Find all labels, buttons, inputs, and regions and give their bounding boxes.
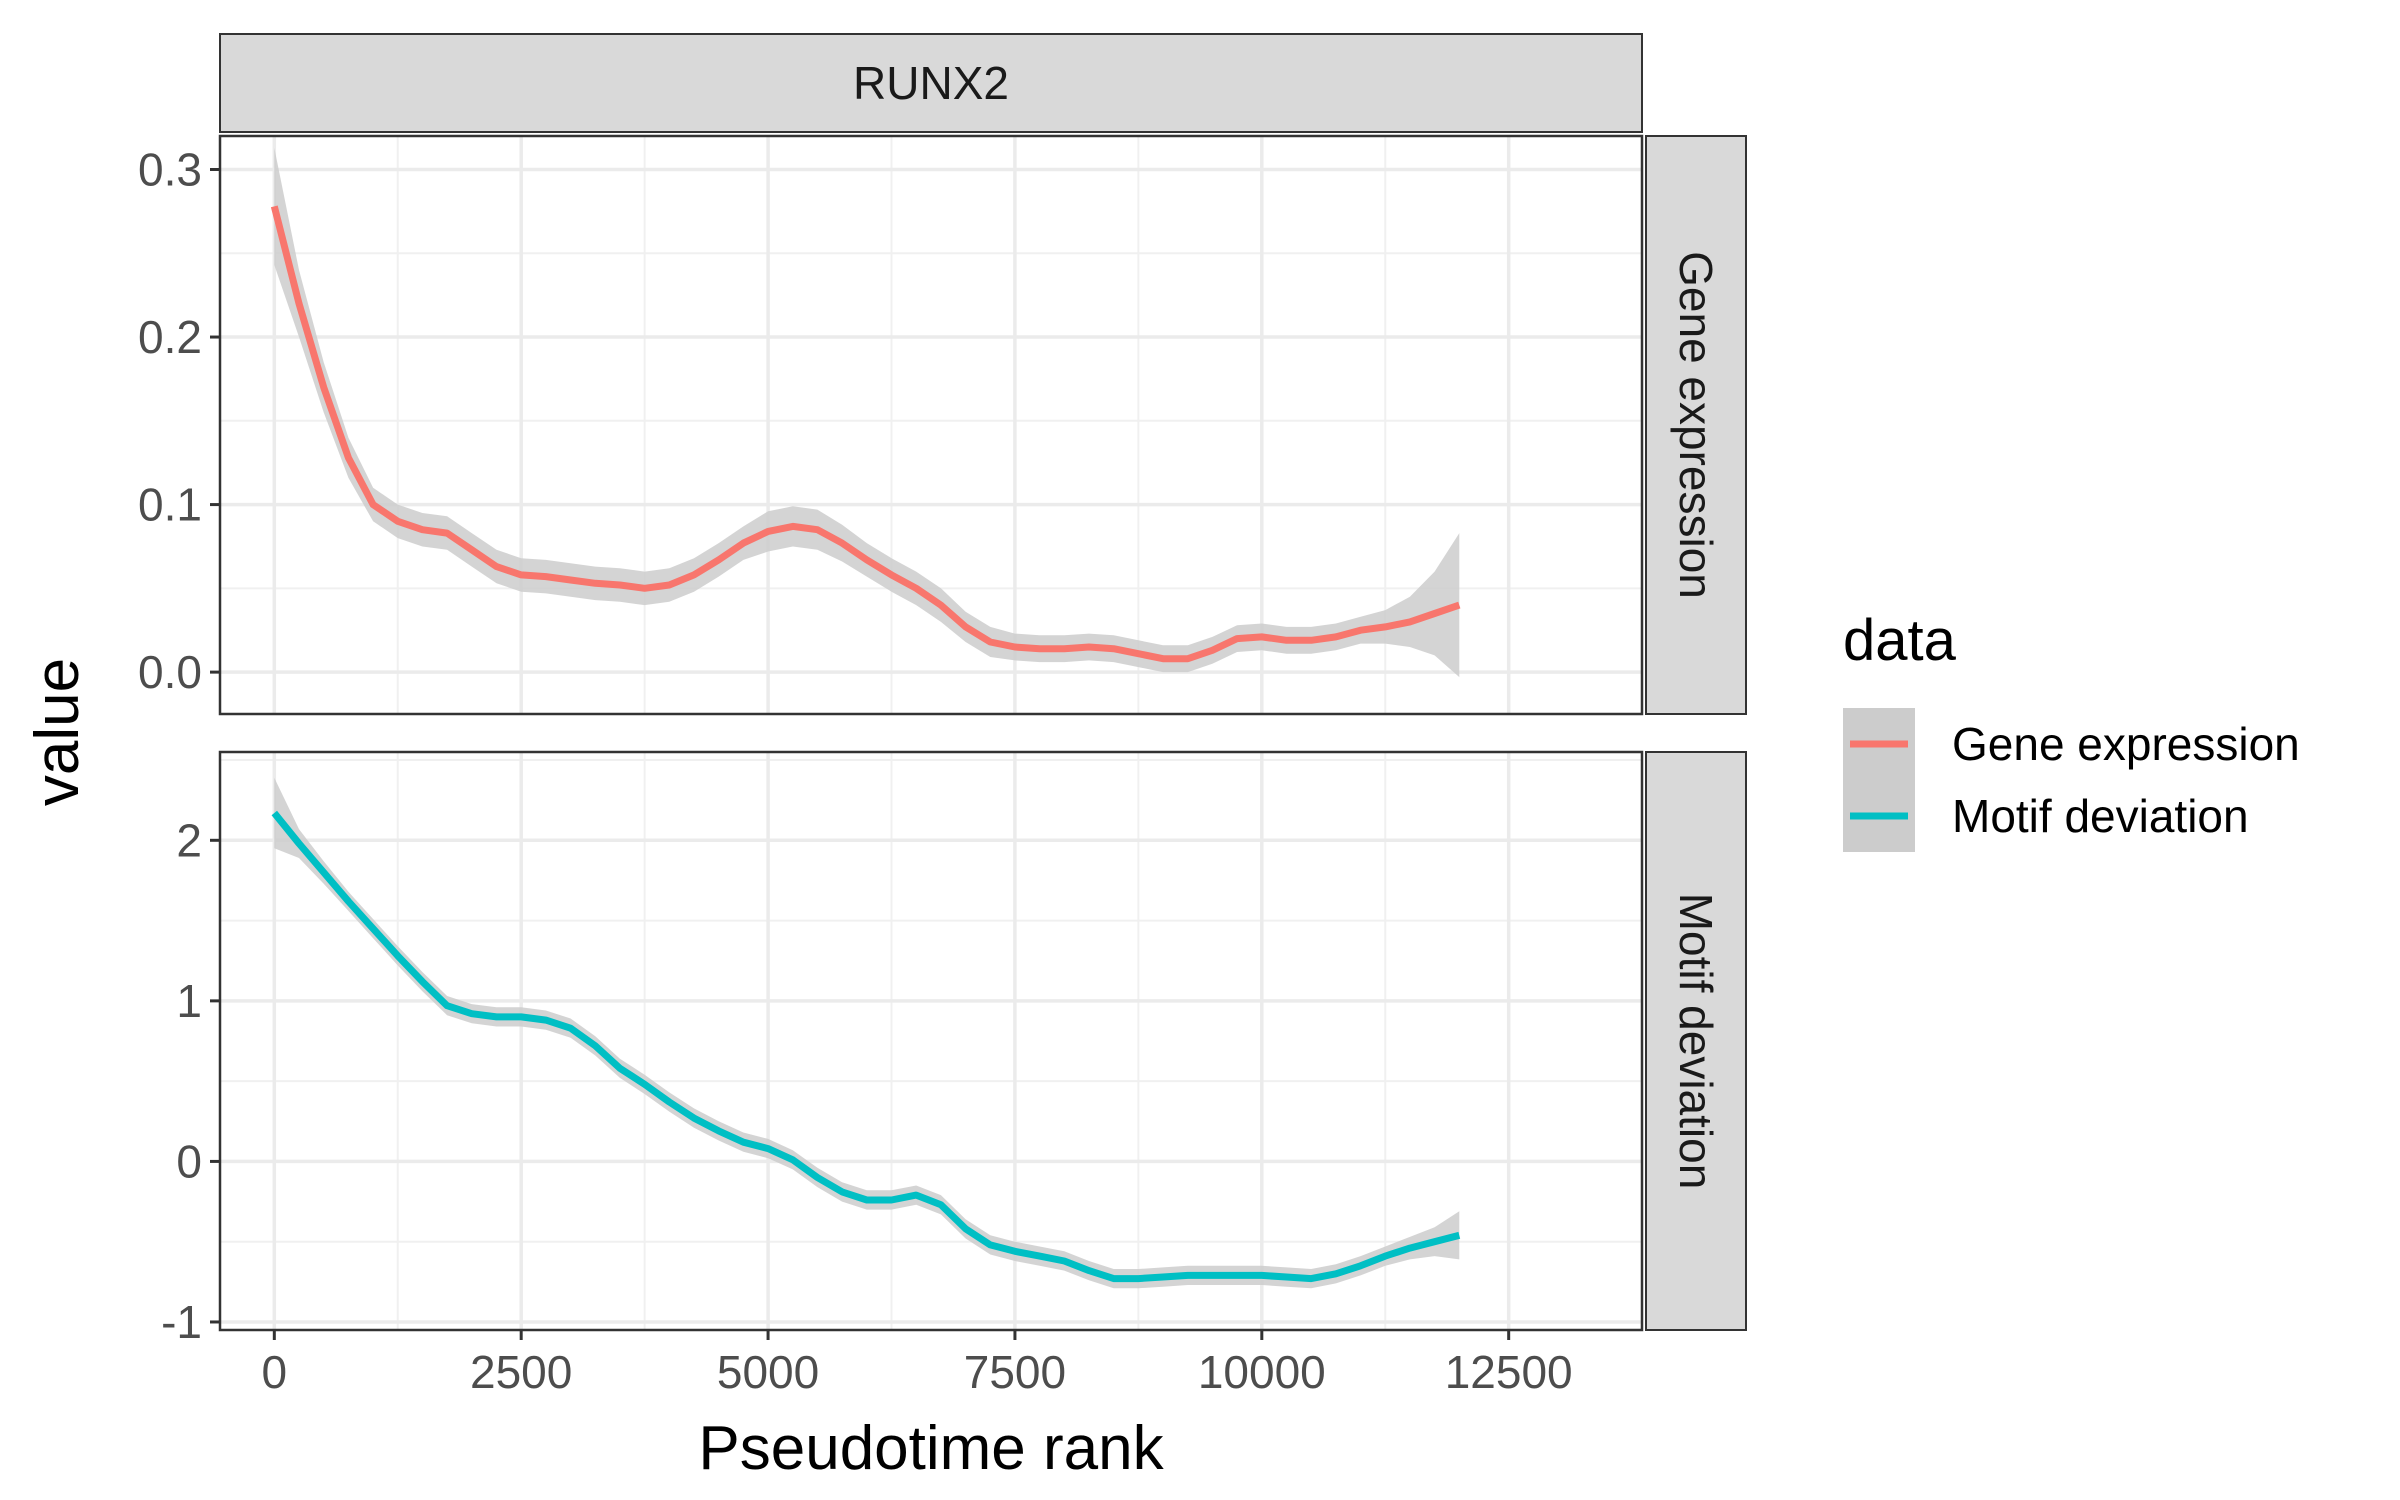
facet-strip-background: [1645, 135, 1747, 715]
panel-gene-expression: 0.0 0.1 0.2 0.3 Gene expression: [138, 134, 1747, 716]
facet-strip-label-motif-deviation: Motif deviation: [1670, 893, 1722, 1190]
facet-strip-top: RUNX2: [219, 33, 1643, 133]
y-tick-label: 0.1: [138, 479, 202, 531]
x-tick-label: 12500: [1445, 1346, 1573, 1398]
series-line-gene-expression: [270, 205, 1461, 663]
panel-border: [218, 750, 1644, 1332]
legend-label-motif-deviation: Motif deviation: [1952, 790, 2249, 842]
x-tick-label: 5000: [717, 1346, 819, 1398]
legend-label-gene-expression: Gene expression: [1952, 718, 2300, 770]
facet-strip-gene-expression: Gene expression: [1645, 135, 1747, 715]
x-tick-label: 0: [262, 1346, 288, 1398]
confidence-band-gene-expression: [274, 147, 1460, 678]
legend: data Gene expression Motif deviation: [1843, 608, 2300, 852]
legend-title: data: [1843, 608, 1957, 673]
x-tick-label: 7500: [964, 1346, 1066, 1398]
x-tick-label: 2500: [470, 1346, 572, 1398]
y-tick-label: 0.2: [138, 311, 202, 363]
y-axis-title: value: [23, 658, 92, 806]
facet-strip-background: [1645, 751, 1747, 1331]
y-tick-label: 0.0: [138, 646, 202, 698]
y-tick-label: 0: [176, 1135, 202, 1187]
y-tick-label: 0.3: [138, 144, 202, 196]
facet-strip-label-gene-expression: Gene expression: [1670, 251, 1722, 599]
series-line-motif-deviation: [271, 810, 1461, 1283]
panels: 0.0 0.1 0.2 0.3 Gene expression -1 0 1 2 Motif de…: [138, 134, 1747, 1348]
x-axis: 0 2500 5000 7500 10000 12500: [262, 1330, 1573, 1398]
y-tick-label: 2: [176, 814, 202, 866]
x-axis-title: Pseudotime rank: [698, 1414, 1164, 1483]
y-tick-label: 1: [176, 975, 202, 1027]
x-tick-label: 10000: [1198, 1346, 1326, 1398]
panel-background: [220, 752, 1642, 1330]
panel-border: [218, 134, 1644, 716]
facet-strip-motif-deviation: Motif deviation: [1645, 751, 1747, 1331]
legend-item-gene-expression: Gene expression: [1843, 708, 2300, 780]
facet-strip-top-background: [219, 33, 1643, 133]
panel-motif-deviation: -1 0 1 2 Motif deviation: [161, 750, 1747, 1348]
y-tick-label: -1: [161, 1296, 202, 1348]
legend-item-motif-deviation: Motif deviation: [1843, 780, 2249, 852]
facet-title: RUNX2: [853, 57, 1009, 109]
